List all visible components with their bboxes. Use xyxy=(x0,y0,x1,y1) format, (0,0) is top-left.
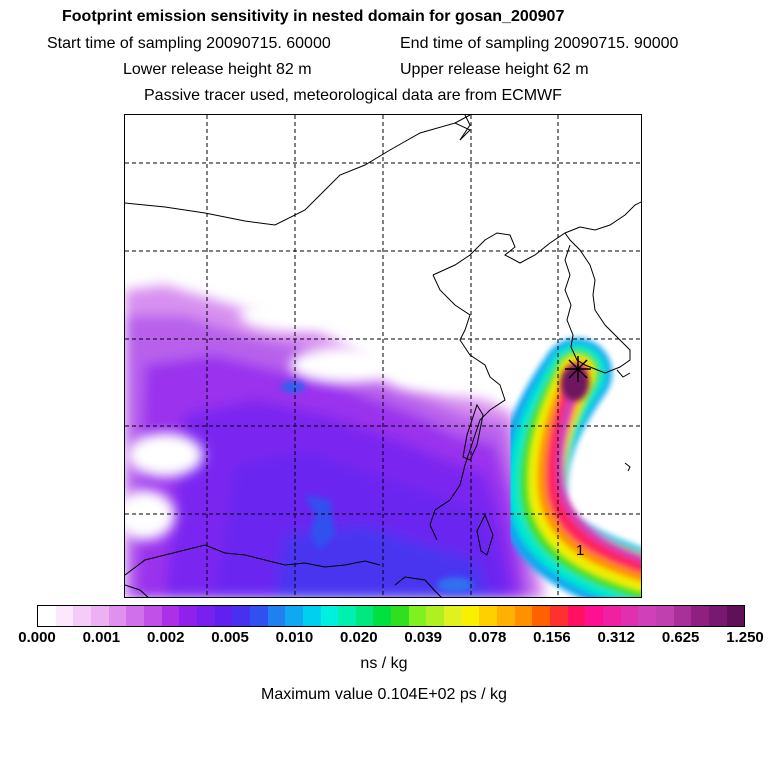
colorbar-segment xyxy=(585,606,603,626)
max-value-text: Maximum value 0.104E+02 ps / kg xyxy=(261,686,507,703)
colorbar-segment xyxy=(444,606,462,626)
release-point-label: 1 xyxy=(576,542,585,559)
colorbar-segment xyxy=(726,606,745,626)
colorbar-segment xyxy=(232,606,250,626)
plume-band xyxy=(497,338,641,597)
colorbar-segment xyxy=(214,606,233,626)
colorbar-segment xyxy=(638,606,656,626)
colorbar-segment xyxy=(285,606,303,626)
colorbar-segment xyxy=(532,606,551,626)
colorbar-segment xyxy=(655,606,674,626)
upper-height-text: Upper release height 62 m xyxy=(400,61,589,78)
colorbar-segment xyxy=(73,606,91,626)
footprint-map: 1 xyxy=(124,114,642,598)
colorbar-segment xyxy=(143,606,162,626)
colorbar-segment xyxy=(514,606,533,626)
colorbar-segment xyxy=(691,606,709,626)
colorbar-segment xyxy=(355,606,374,626)
colorbar-segment xyxy=(408,606,427,626)
colorbar-segment xyxy=(267,606,286,626)
colorbar-tick-label: 0.625 xyxy=(661,629,700,646)
colorbar-segment xyxy=(603,606,621,626)
colorbar-segment xyxy=(567,606,586,626)
colorbar-tick-label: 1.250 xyxy=(726,629,764,646)
colorbar-segment xyxy=(302,606,321,626)
end-time-text: End time of sampling 20090715. 90000 xyxy=(400,35,679,52)
start-time-text: Start time of sampling 20090715. 60000 xyxy=(47,35,331,52)
colorbar-unit: ns / kg xyxy=(360,655,408,672)
colorbar-segment xyxy=(550,606,568,626)
colorbar-segment xyxy=(497,606,515,626)
colorbar-tick-label: 0.005 xyxy=(211,629,249,646)
colorbar-segment xyxy=(38,606,56,626)
colorbar-segment xyxy=(161,606,180,626)
sensitivity-field-low xyxy=(125,285,545,597)
receptor-star-icon xyxy=(565,356,591,382)
colorbar-tick-label: 0.039 xyxy=(404,629,442,646)
colorbar-segment xyxy=(55,606,74,626)
colorbar-segment xyxy=(373,606,392,626)
colorbar-segment xyxy=(479,606,498,626)
colorbar-tick-label: 0.020 xyxy=(340,629,378,646)
colorbar-segment xyxy=(320,606,339,626)
colorbar-segment xyxy=(708,606,727,626)
colorbar-tick-label: 0.010 xyxy=(275,629,314,646)
sensitivity-gaps xyxy=(125,299,470,540)
colorbar-segment xyxy=(108,606,127,626)
colorbar-tick-label: 0.001 xyxy=(82,629,121,646)
colorbar-tick-label: 0.156 xyxy=(533,629,571,646)
colorbar-segment xyxy=(391,606,409,626)
colorbar-segment xyxy=(338,606,356,626)
lower-height-text: Lower release height 82 m xyxy=(123,61,312,78)
colorbar xyxy=(37,605,745,627)
colorbar-segment xyxy=(673,606,692,626)
colorbar-segment xyxy=(90,606,109,626)
colorbar-segment xyxy=(461,606,480,626)
colorbar-tick-label: 0.312 xyxy=(597,629,636,646)
colorbar-tick-label: 0.002 xyxy=(146,629,185,646)
plot-title: Footprint emission sensitivity in nested… xyxy=(62,8,565,25)
plume-core xyxy=(561,365,589,401)
model-info-text: Passive tracer used, meteorological data… xyxy=(144,87,562,104)
colorbar-segment xyxy=(126,606,144,626)
colorbar-tick-label: 0.000 xyxy=(18,629,56,646)
colorbar-segment xyxy=(196,606,215,626)
map-canvas xyxy=(125,115,641,597)
colorbar-segment xyxy=(179,606,197,626)
colorbar-segment xyxy=(249,606,268,626)
colorbar-tick-label: 0.078 xyxy=(468,629,507,646)
sensitivity-spots xyxy=(281,381,473,593)
colorbar-segment xyxy=(620,606,639,626)
graticule xyxy=(125,115,641,597)
coastlines xyxy=(125,115,641,597)
colorbar-segment xyxy=(426,606,445,626)
